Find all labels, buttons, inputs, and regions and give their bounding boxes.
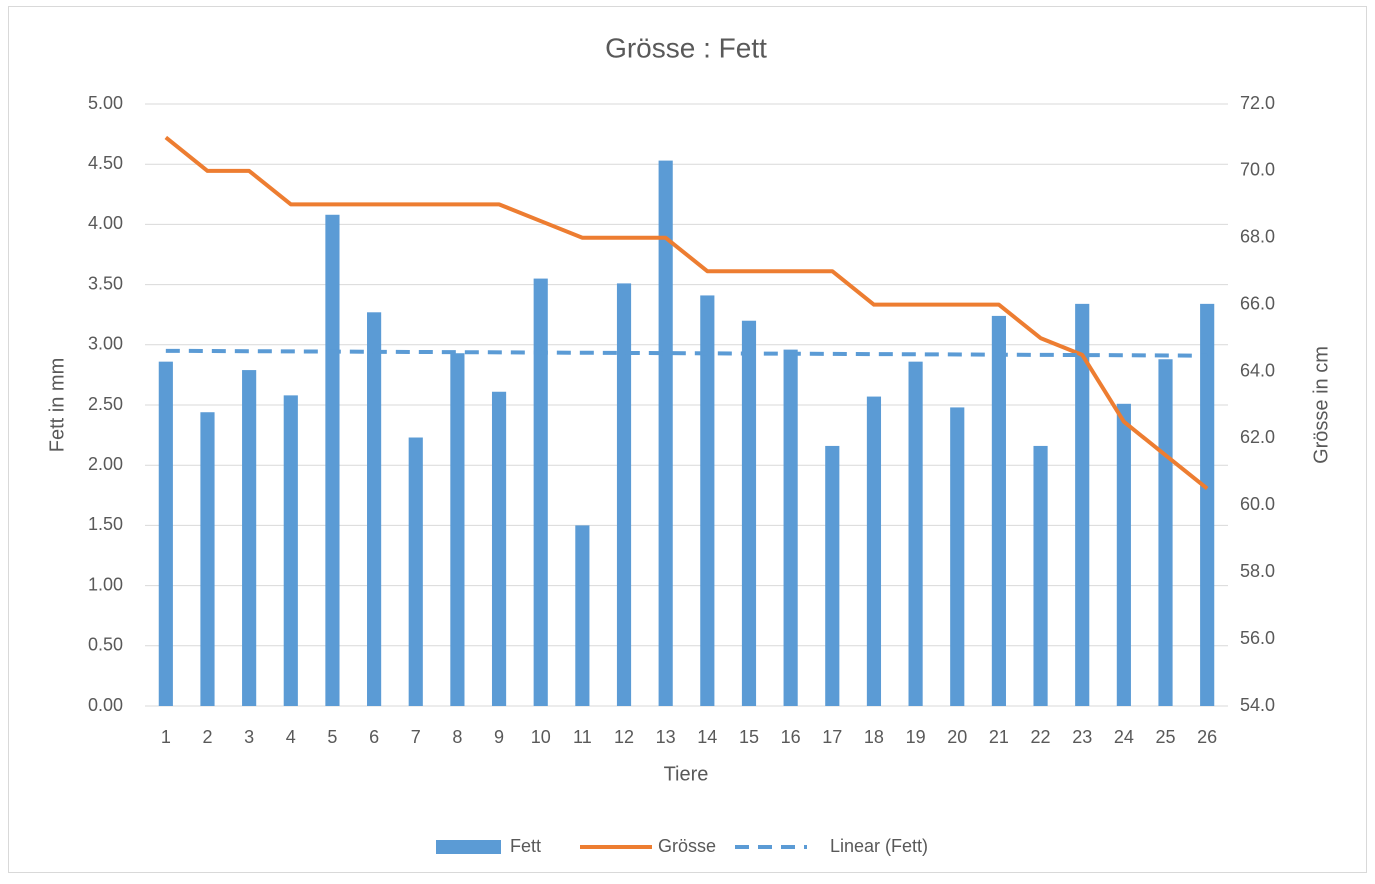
bar	[491, 391, 507, 706]
bar	[575, 525, 590, 706]
y-tick-label: 2.50	[88, 394, 123, 414]
x-tick-label: 9	[494, 727, 504, 747]
y2-axis-title: Grösse in cm	[1310, 346, 1332, 464]
bar	[700, 295, 715, 706]
x-tick-label: 7	[411, 727, 421, 747]
bar	[741, 320, 757, 706]
y2-tick-label: 58.0	[1240, 561, 1275, 581]
bar	[991, 315, 1006, 706]
y2-tick-label: 54.0	[1240, 695, 1275, 715]
bar	[1200, 303, 1215, 706]
y2-tick-label: 72.0	[1240, 93, 1275, 113]
bar	[1033, 445, 1048, 706]
legend-label: Fett	[510, 836, 541, 856]
bar	[200, 412, 215, 706]
chart-border	[8, 6, 1367, 873]
bar	[1158, 359, 1173, 706]
x-tick-label: 10	[531, 727, 551, 747]
x-tick-label: 20	[947, 727, 967, 747]
bar	[825, 445, 840, 706]
legend-label: Grösse	[658, 836, 716, 856]
line	[164, 135, 1209, 491]
bar	[533, 278, 548, 706]
y-tick-label: 2.00	[88, 454, 123, 474]
x-tick-label: 24	[1114, 727, 1134, 747]
y-axis-title: Fett in mm	[46, 358, 68, 452]
bar	[783, 349, 798, 706]
y2-tick-label: 66.0	[1240, 293, 1275, 313]
x-axis-title: Tiere	[664, 763, 709, 785]
x-tick-label: 23	[1072, 727, 1092, 747]
y2-tick-label: 68.0	[1240, 227, 1275, 247]
x-tick-label: 3	[244, 727, 254, 747]
bar	[450, 353, 465, 706]
bar	[325, 214, 340, 706]
y-tick-label: 5.00	[88, 93, 123, 113]
x-tick-label: 1	[161, 727, 171, 747]
x-tick-label: 8	[452, 727, 462, 747]
y2-tick-label: 64.0	[1240, 360, 1275, 380]
bar	[866, 396, 882, 706]
trendline	[165, 348, 1208, 358]
x-tick-label: 16	[781, 727, 801, 747]
y-tick-label: 0.50	[88, 635, 123, 655]
y-tick-label: 3.50	[88, 273, 123, 293]
bar	[1116, 403, 1131, 706]
y-tick-label: 4.50	[88, 153, 123, 173]
y2-tick-label: 70.0	[1240, 160, 1275, 180]
x-tick-label: 13	[656, 727, 676, 747]
x-tick-label: 19	[906, 727, 926, 747]
x-tick-label: 12	[614, 727, 634, 747]
y-tick-label: 3.00	[88, 334, 123, 354]
x-tick-label: 4	[286, 727, 296, 747]
x-tick-label: 26	[1197, 727, 1217, 747]
x-tick-label: 2	[202, 727, 212, 747]
bar	[158, 361, 173, 706]
x-tick-label: 6	[369, 727, 379, 747]
y-tick-label: 0.00	[88, 695, 123, 715]
x-tick-label: 18	[864, 727, 884, 747]
bar	[950, 407, 965, 706]
y-tick-label: 1.00	[88, 574, 123, 594]
bar	[1075, 303, 1090, 706]
bar	[908, 361, 923, 706]
x-tick-label: 25	[1156, 727, 1176, 747]
y2-tick-label: 62.0	[1240, 427, 1275, 447]
y-tick-label: 1.50	[88, 514, 123, 534]
bar	[283, 395, 298, 706]
x-tick-label: 17	[822, 727, 842, 747]
x-tick-label: 21	[989, 727, 1009, 747]
x-tick-label: 5	[327, 727, 337, 747]
bar	[658, 160, 673, 706]
y2-tick-label: 60.0	[1240, 494, 1275, 514]
x-tick-label: 14	[697, 727, 717, 747]
x-tick-label: 11	[573, 727, 592, 747]
bar	[242, 370, 257, 706]
x-tick-label: 22	[1031, 727, 1051, 747]
chart-title: Grösse : Fett	[605, 32, 767, 63]
legend-swatch	[436, 840, 501, 854]
bar	[616, 283, 632, 706]
y-tick-label: 4.00	[88, 213, 123, 233]
bar	[408, 437, 423, 706]
y2-tick-label: 56.0	[1240, 628, 1275, 648]
x-tick-label: 15	[739, 727, 759, 747]
bar	[367, 312, 382, 706]
legend-label: Linear (Fett)	[830, 836, 928, 856]
